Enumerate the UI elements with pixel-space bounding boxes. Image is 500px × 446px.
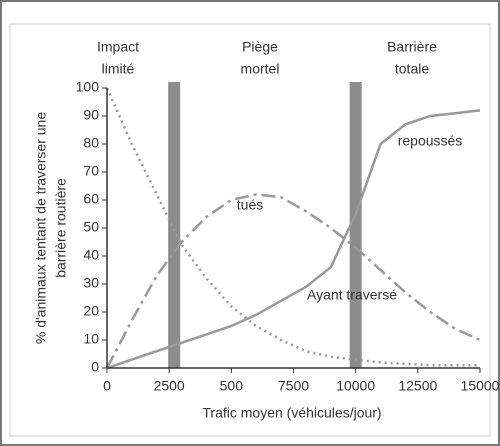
region-label: totale	[395, 61, 429, 77]
x-tick-label: 15000	[461, 378, 500, 394]
band	[349, 82, 362, 368]
x-tick-label: 7500	[278, 378, 309, 394]
x-tick-label: 500	[220, 378, 244, 394]
series-line	[105, 87, 480, 367]
y-tick-label: 90	[83, 107, 99, 123]
y-axis-label: barrière routière	[53, 178, 69, 278]
x-tick-label: 0	[103, 378, 111, 394]
region-label: limité	[102, 61, 135, 77]
series-label: Ayant traversé	[307, 287, 397, 303]
y-tick-label: 80	[83, 135, 99, 151]
y-tick-label: 20	[83, 303, 99, 319]
y-tick-label: 60	[83, 191, 99, 207]
x-tick-label: 10000	[336, 378, 375, 394]
y-tick-label: 70	[83, 163, 99, 179]
series-label: repoussés	[398, 133, 463, 149]
y-tick-label: 10	[83, 331, 99, 347]
x-tick-label: 12500	[398, 378, 437, 394]
x-tick-label: 2500	[154, 378, 185, 394]
series-line	[106, 109, 481, 370]
y-tick-label: 50	[83, 219, 99, 235]
x-axis-label: Trafic moyen (véhicules/jour)	[202, 405, 381, 421]
region-label: Impact	[97, 39, 139, 55]
region-label: mortel	[241, 61, 280, 77]
y-tick-label: 0	[91, 359, 99, 375]
inner-frame	[9, 23, 491, 437]
region-label: Piège	[242, 39, 278, 55]
series-label: tués	[237, 197, 263, 213]
y-tick-label: 40	[83, 247, 99, 263]
band	[168, 82, 181, 368]
y-axis-label: % d'animaux tentant de traverser une	[33, 112, 49, 344]
y-tick-label: 100	[76, 79, 100, 95]
y-tick-label: 30	[83, 275, 99, 291]
region-label: Barrière	[387, 39, 437, 55]
series-line	[105, 193, 481, 369]
